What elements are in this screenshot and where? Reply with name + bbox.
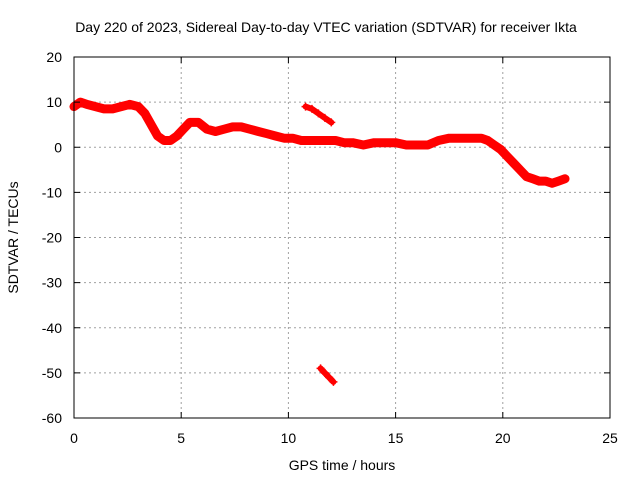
data-point [254, 127, 263, 136]
data-point [314, 136, 323, 145]
data-point [359, 140, 368, 149]
chart-title: Day 220 of 2023, Sidereal Day-to-day VTE… [75, 19, 577, 35]
data-point [153, 131, 162, 140]
data-point [548, 179, 557, 188]
data-point [391, 138, 400, 147]
data-point [325, 373, 334, 382]
data-point [245, 125, 254, 134]
data-point [327, 118, 336, 127]
data-point [380, 138, 389, 147]
data-point [91, 102, 100, 111]
data-point [82, 100, 91, 109]
data-point [496, 145, 505, 154]
data-point [455, 134, 464, 143]
data-point [528, 174, 537, 183]
y-tick-label: -50 [42, 365, 62, 381]
data-points [69, 97, 570, 386]
y-axis-label: SDTVAR / TECUs [5, 181, 21, 293]
data-point [288, 134, 297, 143]
data-point [434, 136, 443, 145]
data-point [340, 138, 349, 147]
data-point [202, 125, 211, 134]
data-point [307, 104, 316, 113]
data-point [179, 125, 188, 134]
data-point [402, 140, 411, 149]
series-band [317, 365, 337, 385]
y-tick-label: 10 [46, 94, 62, 110]
y-tick-label: -40 [42, 320, 62, 336]
data-point [541, 177, 550, 186]
y-tick-label: -10 [42, 184, 62, 200]
data-point [322, 136, 331, 145]
data-point [237, 122, 246, 131]
data-point [220, 125, 229, 134]
grid-lines [74, 57, 610, 418]
data-point [297, 136, 306, 145]
y-tick-label: -60 [42, 410, 62, 426]
data-point [503, 152, 512, 161]
data-point [483, 136, 492, 145]
data-point [329, 377, 338, 386]
y-tick-label: 20 [46, 49, 62, 65]
x-tick-label: 15 [388, 430, 404, 446]
data-point [314, 109, 323, 118]
data-point [370, 138, 379, 147]
x-tick-label: 20 [495, 430, 511, 446]
data-point [108, 104, 117, 113]
series-group [69, 97, 570, 188]
x-tick-label: 5 [177, 430, 185, 446]
data-point [348, 138, 357, 147]
data-point [515, 165, 524, 174]
axis-ticks: 0 5 10 15 20 25 -60 -50 -40 -30 -20 -10 0 10 20 [42, 49, 618, 446]
x-tick-label: 10 [281, 430, 297, 446]
data-point [477, 134, 486, 143]
data-point [140, 109, 149, 118]
data-point [466, 134, 475, 143]
data-point [166, 136, 175, 145]
y-tick-label: 0 [54, 139, 62, 155]
data-point [423, 140, 432, 149]
data-point [100, 104, 109, 113]
data-point [194, 118, 203, 127]
data-point [185, 118, 194, 127]
data-point [320, 113, 329, 122]
data-point [320, 368, 329, 377]
x-tick-label: 0 [70, 430, 78, 446]
data-point [172, 131, 181, 140]
data-point [413, 140, 422, 149]
series-group [316, 364, 338, 386]
data-point [134, 102, 143, 111]
y-tick-label: -20 [42, 230, 62, 246]
x-axis-label: GPS time / hours [289, 457, 396, 473]
data-point [305, 136, 314, 145]
data-point [316, 364, 325, 373]
data-point [331, 136, 340, 145]
data-point [262, 129, 271, 138]
data-point [211, 127, 220, 136]
data-point [522, 172, 531, 181]
series-group [301, 102, 336, 127]
data-point [147, 120, 156, 129]
data-point [445, 134, 454, 143]
data-point [509, 159, 518, 168]
data-point [560, 174, 569, 183]
data-point [117, 102, 126, 111]
data-point [490, 140, 499, 149]
data-point [301, 102, 310, 111]
data-point [228, 122, 237, 131]
data-point [280, 134, 289, 143]
data-point [271, 131, 280, 140]
data-point [554, 177, 563, 186]
y-tick-label: -30 [42, 275, 62, 291]
x-tick-label: 25 [602, 430, 618, 446]
data-point [125, 100, 134, 109]
